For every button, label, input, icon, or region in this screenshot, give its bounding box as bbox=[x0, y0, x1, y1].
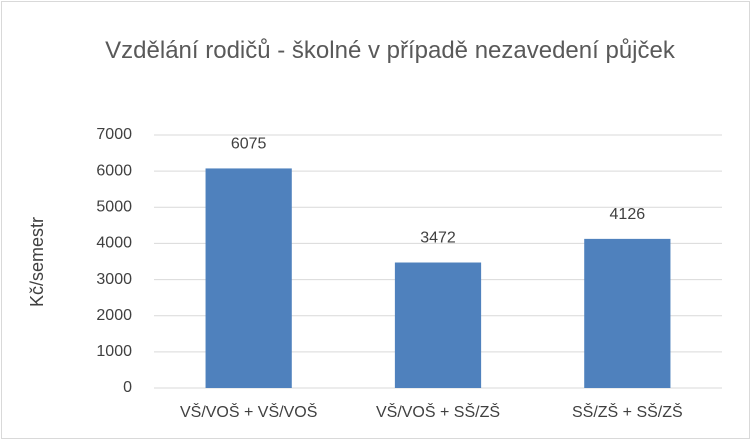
data-label: 4126 bbox=[610, 206, 646, 223]
y-tick-label: 3000 bbox=[96, 271, 132, 288]
y-tick-label: 7000 bbox=[96, 126, 132, 143]
data-label: 6075 bbox=[231, 136, 267, 153]
chart-title: Vzdělání rodičů - školné v případě nezav… bbox=[105, 37, 675, 64]
bar bbox=[584, 238, 671, 388]
y-tick-label: 1000 bbox=[96, 343, 132, 360]
y-tick-label: 6000 bbox=[96, 162, 132, 179]
bar bbox=[394, 262, 482, 388]
bar bbox=[205, 168, 292, 388]
y-tick-label: 0 bbox=[123, 379, 132, 396]
x-tick-label: VŠ/VOŠ + VŠ/VOŠ bbox=[180, 402, 317, 421]
y-axis-label: Kč/semestr bbox=[27, 217, 47, 307]
y-tick-label: 5000 bbox=[96, 199, 132, 216]
x-tick-label: SŠ/ZŠ + SŠ/ZŠ bbox=[572, 402, 683, 421]
y-tick-label: 2000 bbox=[96, 307, 132, 324]
x-tick-label: VŠ/VOŠ + SŠ/ZŠ bbox=[376, 402, 500, 421]
data-label: 3472 bbox=[420, 230, 456, 247]
y-tick-label: 4000 bbox=[96, 235, 132, 252]
